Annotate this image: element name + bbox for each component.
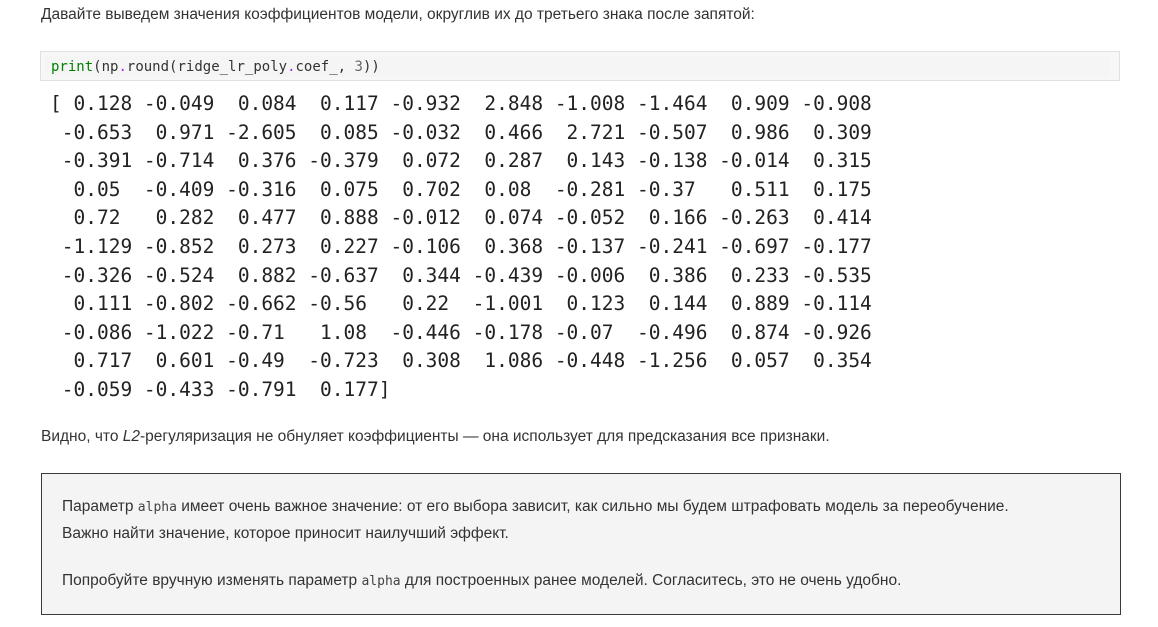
code-line: print(np.round(ridge_lr_poly.coef_, 3)) (51, 59, 380, 75)
code-dot-token-2: . (287, 59, 296, 75)
output-row: 0.717 0.601 -0.49 -0.723 0.308 1.086 -0.… (50, 349, 872, 373)
intro-paragraph: Давайте выведем значения коэффициентов м… (41, 6, 755, 23)
code-input-area[interactable]: print(np.round(ridge_lr_poly.coef_, 3)) (45, 56, 1109, 77)
output-row: -0.086 -1.022 -0.71 1.08 -0.446 -0.178 -… (50, 320, 872, 344)
code-dot-token: . (118, 59, 127, 75)
output-row: -0.391 -0.714 0.376 -0.379 0.072 0.287 0… (50, 149, 872, 173)
output-row: -0.653 0.971 -2.605 0.085 -0.032 0.466 2… (50, 120, 872, 144)
code-open-paren-2: ( (169, 59, 178, 75)
note-p1-before: Параметр (62, 498, 138, 515)
note-p1-after: имеет очень важное значение: от его выбо… (176, 498, 1009, 515)
inline-code-alpha: alpha (137, 500, 177, 515)
output-row: -0.059 -0.433 -0.791 0.177] (50, 377, 391, 401)
output-row: 0.111 -0.802 -0.662 -0.56 0.22 -1.001 0.… (50, 292, 872, 316)
note-box: Параметр alpha имеет очень важное значен… (41, 473, 1121, 615)
code-print-token: print (51, 59, 94, 75)
note-paragraph-2: Попробуйте вручную изменять параметр alp… (62, 568, 901, 595)
code-model-token: ridge_lr_poly (177, 59, 288, 75)
inline-code-alpha-2: alpha (361, 574, 401, 589)
code-output: [ 0.128 -0.049 0.084 0.117 -0.932 2.848 … (50, 90, 872, 405)
conclusion-before: Видно, что (41, 428, 123, 445)
output-row: [ 0.128 -0.049 0.084 0.117 -0.932 2.848 … (50, 92, 872, 115)
code-comma-token: , (337, 59, 355, 75)
output-row: -1.129 -0.852 0.273 0.227 -0.106 0.368 -… (50, 234, 872, 258)
output-row: 0.72 0.282 0.477 0.888 -0.012 0.074 -0.0… (50, 206, 872, 230)
note-p2-before: Попробуйте вручную изменять параметр (62, 572, 362, 589)
code-close-paren: )) (362, 59, 380, 75)
conclusion-l2: L2 (122, 428, 141, 445)
code-np-token: np (101, 59, 119, 75)
code-cell[interactable]: print(np.round(ridge_lr_poly.coef_, 3)) (40, 51, 1120, 81)
code-open-paren: ( (93, 59, 102, 75)
note-p1-line2: Важно найти значение, которое приносит н… (62, 525, 509, 542)
conclusion-paragraph: Видно, что L2-регуляризация не обнуляет … (41, 426, 830, 448)
note-p2-after: для построенных ранее моделей. Согласите… (400, 572, 902, 589)
code-digits-token: 3 (354, 59, 363, 75)
code-coef-token: coef_ (295, 59, 338, 75)
code-round-token: round (126, 59, 170, 75)
output-row: -0.326 -0.524 0.882 -0.637 0.344 -0.439 … (50, 263, 872, 287)
output-row: 0.05 -0.409 -0.316 0.075 0.702 0.08 -0.2… (50, 177, 872, 201)
note-paragraph-1: Параметр alpha имеет очень важное значен… (62, 494, 1009, 547)
conclusion-after: -регуляризация не обнуляет коэффициенты … (140, 428, 830, 445)
